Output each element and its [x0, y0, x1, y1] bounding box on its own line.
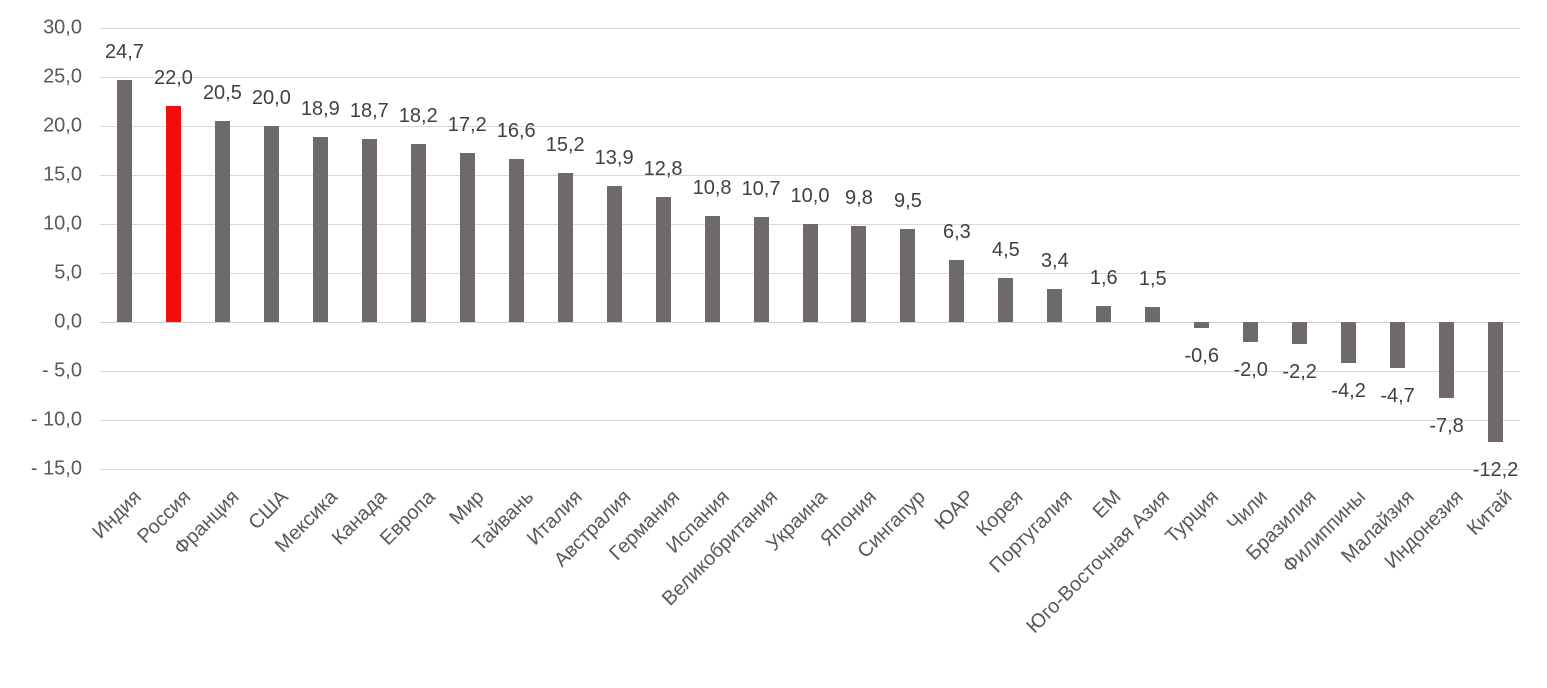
bar-value-label: 20,0 [251, 87, 291, 109]
bar [263, 126, 279, 322]
y-tick-label: 30,0 [43, 16, 82, 39]
bar [459, 153, 475, 322]
bar-value-label: 20,5 [202, 82, 242, 105]
bar-value-label: 10,8 [692, 177, 732, 200]
gridline [100, 77, 1520, 78]
bar [1488, 322, 1504, 442]
x-category-label: Мир [445, 486, 489, 530]
bar [1390, 322, 1406, 369]
bar-value-label: 12,8 [643, 157, 683, 180]
bar-value-label: -2,2 [1282, 360, 1317, 383]
y-tick-label: 5,0 [54, 261, 82, 284]
bar-value-label: 17,2 [447, 114, 487, 137]
x-category-label: ЮАР [930, 486, 979, 535]
bar-value-label: 6,3 [942, 221, 971, 244]
bar [557, 173, 573, 322]
x-category-label: Турция [1161, 486, 1224, 548]
y-tick-label: 10,0 [43, 212, 82, 235]
bar [655, 196, 671, 322]
gridline [100, 28, 1520, 29]
y-tick-label: - 15,0 [30, 457, 82, 480]
bar [1243, 322, 1259, 342]
bar-value-label: 22,0 [153, 67, 193, 90]
bar [214, 121, 230, 322]
bar-value-label: 9,5 [894, 189, 922, 212]
bar-value-label: 18,2 [398, 104, 438, 127]
bar-value-label: 24,7 [105, 40, 144, 63]
bar-value-label: 1,6 [1089, 267, 1118, 290]
bar-value-label: 1,5 [1138, 268, 1167, 291]
bar [1194, 322, 1210, 328]
bar [1145, 307, 1161, 322]
bar [704, 216, 720, 322]
bar-value-label: 4,5 [991, 238, 1020, 261]
bar-value-label: 18,7 [349, 99, 389, 122]
bar [851, 225, 867, 322]
bar-value-label: 3,4 [1040, 249, 1069, 272]
bar [410, 143, 426, 322]
bar [753, 217, 769, 322]
gridline [100, 420, 1520, 421]
bar-value-label: 16,6 [496, 120, 536, 143]
bar-value-label: 15,2 [545, 134, 585, 157]
bar-value-label: -4,2 [1331, 380, 1366, 403]
gridline [100, 175, 1520, 176]
bar-value-label: 10,0 [790, 185, 830, 207]
bar [312, 136, 328, 322]
bar [1096, 306, 1112, 322]
bar [900, 228, 916, 322]
bar-value-label: -7,8 [1429, 415, 1464, 438]
bar [508, 159, 524, 322]
y-tick-label: 20,0 [43, 114, 82, 137]
bar-value-label: 10,7 [741, 178, 781, 201]
bar [606, 185, 622, 322]
y-tick-label: 0,0 [54, 310, 82, 333]
bar [361, 138, 377, 322]
zero-axis-line [100, 322, 1520, 323]
bar [1439, 322, 1455, 399]
bar [998, 277, 1014, 322]
y-tick-label: 15,0 [43, 163, 82, 186]
bar [1292, 322, 1308, 344]
gridline [100, 371, 1520, 372]
bar-value-label: -4,7 [1380, 385, 1415, 408]
bar [116, 79, 132, 322]
gridline [100, 126, 1520, 127]
gridline [100, 469, 1520, 470]
x-category-label: ЕМ [1088, 486, 1126, 523]
y-tick-label: - 10,0 [30, 408, 82, 431]
bar-value-label: -12,2 [1472, 458, 1519, 481]
bar [1341, 322, 1357, 364]
y-tick-label: - 5,0 [41, 359, 82, 382]
bar-highlighted [165, 106, 181, 322]
y-tick-label: 25,0 [43, 65, 82, 88]
bar [1047, 288, 1063, 322]
bar-value-label: -0,6 [1184, 344, 1219, 367]
bar-value-label: -2,0 [1233, 358, 1268, 381]
bar-value-label: 18,9 [300, 97, 340, 120]
bar-value-label: 13,9 [594, 146, 634, 169]
bar [949, 260, 965, 322]
bar-value-label: 9,8 [845, 186, 873, 209]
x-category-label: Китай [1463, 486, 1518, 540]
bar [802, 224, 818, 322]
